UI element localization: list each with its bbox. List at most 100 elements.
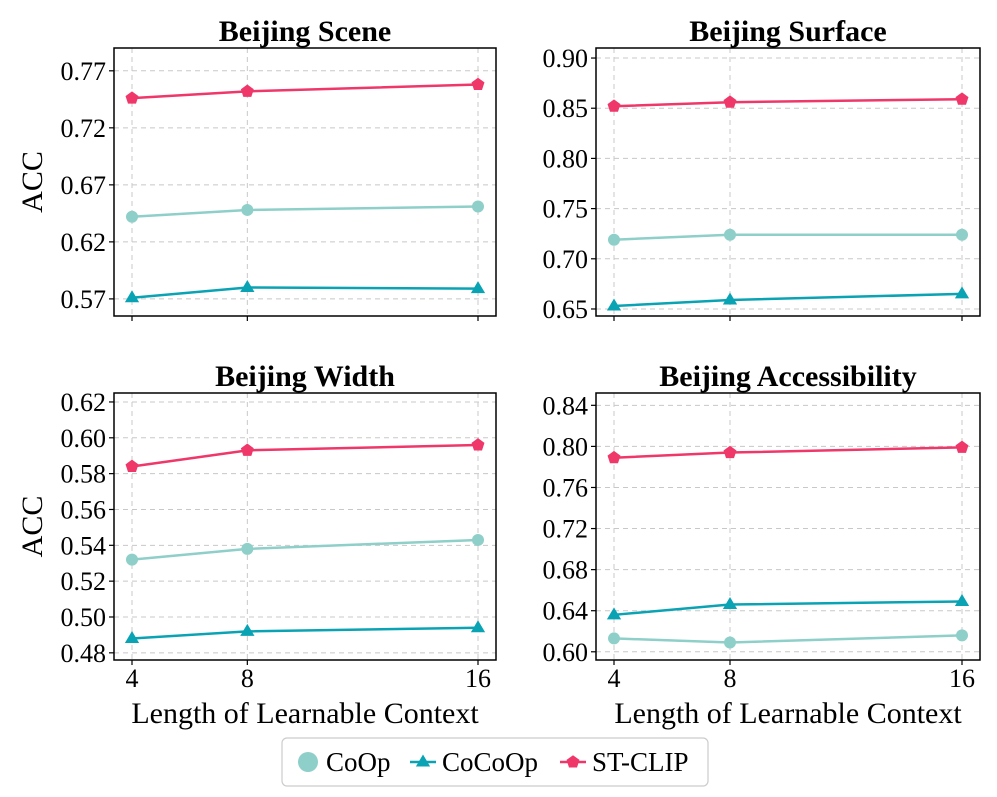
data-point-coop: [126, 210, 138, 223]
data-point-coop: [956, 228, 968, 241]
data-point-cocoop: [124, 290, 140, 303]
legend-box: [281, 737, 709, 787]
chart-title: Beijing Surface: [689, 15, 886, 48]
x-tick-label: 8: [724, 664, 737, 693]
series-line-st-clip: [131, 83, 479, 100]
y-tick-label: 0.84: [543, 391, 589, 420]
y-tick-label: 0.54: [61, 531, 107, 560]
y-tick-label: 0.85: [543, 94, 589, 123]
series-cocoop: [606, 286, 970, 311]
y-tick-label: 0.67: [61, 171, 107, 200]
series-line-coop: [131, 538, 479, 561]
series-coop: [608, 629, 968, 649]
legend-item-coop: CoOp: [298, 747, 391, 777]
plot-frame: [113, 392, 497, 661]
data-point-st-clip: [955, 440, 969, 453]
data-point-cocoop: [240, 279, 255, 292]
series-line-cocoop: [131, 286, 479, 299]
y-axis-label: ACC: [16, 496, 49, 558]
data-point-coop: [608, 632, 620, 645]
series-line-coop: [613, 233, 962, 241]
y-tick-label: 0.56: [61, 495, 107, 524]
y-tick-label: 0.64: [543, 597, 589, 626]
plot-frame: [113, 47, 497, 317]
legend-item-cocoop: CoCoOp: [410, 747, 538, 777]
data-point-cocoop: [124, 630, 140, 643]
legend-items: CoOp CoCoOp ST-CLIP: [298, 747, 689, 777]
data-point-st-clip: [125, 91, 139, 104]
series-st-clip: [125, 77, 485, 104]
y-tick-label: 0.60: [61, 424, 107, 453]
data-point-cocoop: [722, 292, 738, 305]
data-point-st-clip: [723, 95, 737, 108]
data-point-cocoop: [954, 593, 970, 606]
x-tick-label: 8: [241, 664, 254, 693]
data-point-cocoop: [240, 623, 255, 636]
series-coop: [608, 228, 968, 246]
legend-label: ST-CLIP: [592, 747, 689, 777]
data-point-st-clip: [955, 92, 969, 105]
series-line-cocoop: [613, 292, 963, 308]
series-line-st-clip: [613, 97, 963, 108]
data-point-coop: [472, 533, 484, 546]
x-tick-label: 16: [465, 664, 491, 693]
y-tick-label: 0.58: [61, 460, 107, 489]
legend-item-st-clip: ST-CLIP: [560, 747, 689, 777]
legend-label: CoCoOp: [442, 747, 538, 777]
y-tick-label: 0.72: [61, 114, 107, 143]
y-axis-label: ACC: [16, 151, 49, 213]
data-point-cocoop: [606, 607, 622, 620]
series-line-coop: [131, 205, 479, 219]
data-point-cocoop: [470, 620, 486, 633]
x-tick-label: 16: [949, 664, 975, 693]
panels: 0.57 0.62 0.67 0.72 0.77 Beijing Scene ACC 0.65…: [16, 15, 981, 730]
y-tick-label: 0.76: [543, 473, 589, 502]
y-tick-label: 0.52: [61, 567, 107, 596]
y-tick-label: 0.68: [543, 556, 589, 585]
x-tick-label: 4: [608, 664, 621, 693]
y-tick-label: 0.90: [543, 44, 589, 73]
data-point-st-clip: [607, 99, 621, 112]
series-line-coop: [613, 634, 963, 644]
series-st-clip: [125, 438, 485, 472]
panel-accessibility: 0.60 0.64 0.68 0.72 0.76 0.80 0.84 4 8 16 Beijing …: [543, 360, 981, 730]
series-line-cocoop: [131, 626, 479, 640]
y-tick-label: 0.72: [543, 515, 589, 544]
data-point-cocoop: [470, 281, 486, 294]
y-tick-label: 0.80: [543, 144, 589, 173]
y-tick-label: 0.48: [61, 639, 107, 668]
data-point-cocoop: [954, 286, 970, 299]
legend-marker-st-clip: [566, 755, 580, 768]
series-cocoop: [124, 279, 486, 303]
data-point-st-clip: [471, 438, 485, 451]
series-st-clip: [607, 92, 969, 112]
series-line-st-clip: [131, 443, 479, 468]
data-point-coop: [241, 542, 254, 555]
y-tick-label: 0.62: [61, 388, 107, 417]
y-tick-label: 0.70: [543, 245, 589, 274]
series-cocoop: [124, 620, 486, 643]
y-tick-label: 0.75: [543, 195, 589, 224]
y-tick-label: 0.65: [543, 295, 589, 324]
chart-title: Beijing Scene: [219, 15, 392, 48]
chart-title: Beijing Accessibility: [659, 360, 917, 393]
panel-surface: 0.65 0.70 0.75 0.80 0.85 0.90 Beijing Surface: [543, 15, 981, 324]
data-point-st-clip: [125, 459, 139, 472]
data-point-coop: [608, 233, 620, 246]
data-point-coop: [241, 203, 254, 216]
data-point-coop: [956, 629, 968, 642]
data-point-coop: [724, 228, 736, 241]
data-point-cocoop: [606, 298, 622, 311]
series-line-st-clip: [613, 446, 963, 459]
y-tick-label: 0.77: [61, 57, 107, 86]
data-point-cocoop: [722, 597, 738, 610]
plot-frame: [595, 392, 981, 661]
data-point-coop: [724, 636, 736, 649]
series-coop: [126, 533, 484, 566]
y-tick-label: 0.50: [61, 603, 107, 632]
series-cocoop: [606, 593, 970, 620]
data-point-coop: [472, 200, 484, 213]
legend-marker-cocoop: [415, 754, 431, 767]
x-axis-label: Length of Learnable Context: [614, 697, 962, 730]
